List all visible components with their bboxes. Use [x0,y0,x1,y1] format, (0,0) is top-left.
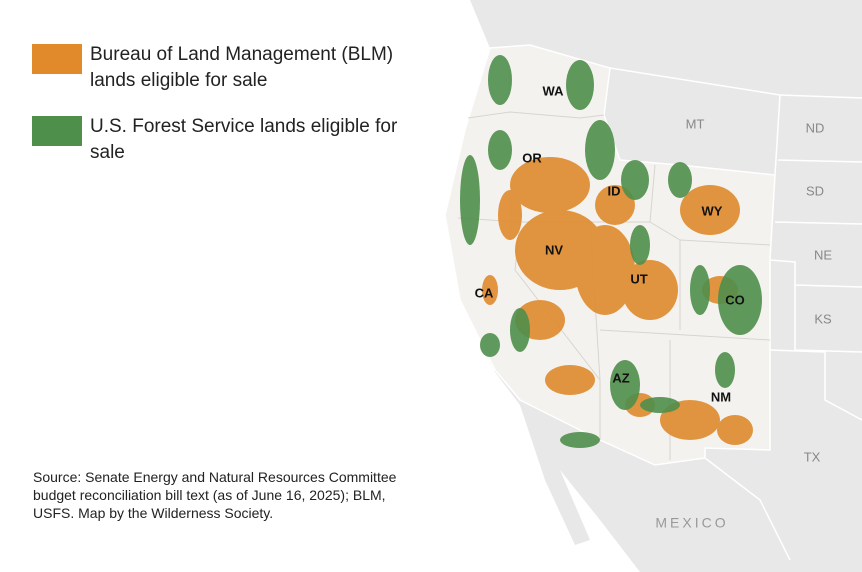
state-label: AZ [612,370,629,385]
country-label: MEXICO [655,515,728,531]
state-label: ID [608,183,621,198]
state-label: MT [686,116,705,131]
state-label: NV [545,242,563,257]
legend: Bureau of Land Management (BLM) lands el… [32,42,432,186]
state-label: UT [630,271,647,286]
legend-item: U.S. Forest Service lands eligible for s… [32,114,432,166]
legend-item: Bureau of Land Management (BLM) lands el… [32,42,432,94]
state-label: ND [806,120,825,135]
state-label: KS [814,311,832,326]
state-label: SD [806,183,824,198]
state-label: OR [522,150,542,165]
state-label: WA [543,83,565,98]
legend-swatch [32,116,82,146]
legend-label: U.S. Forest Service lands eligible for s… [90,116,398,163]
state-label: WY [702,203,723,218]
legend-label: Bureau of Land Management (BLM) lands el… [90,44,394,91]
state-label: NE [814,247,832,262]
state-borders [609,67,862,561]
state-label: NM [711,389,731,404]
legend-swatch [32,44,82,74]
baja [520,405,590,545]
state-label: CA [475,285,494,300]
state-label: TX [804,449,821,464]
source-note: Source: Senate Energy and Natural Resour… [33,469,397,521]
state-label: CO [725,292,745,307]
usfs-lands [460,55,762,448]
